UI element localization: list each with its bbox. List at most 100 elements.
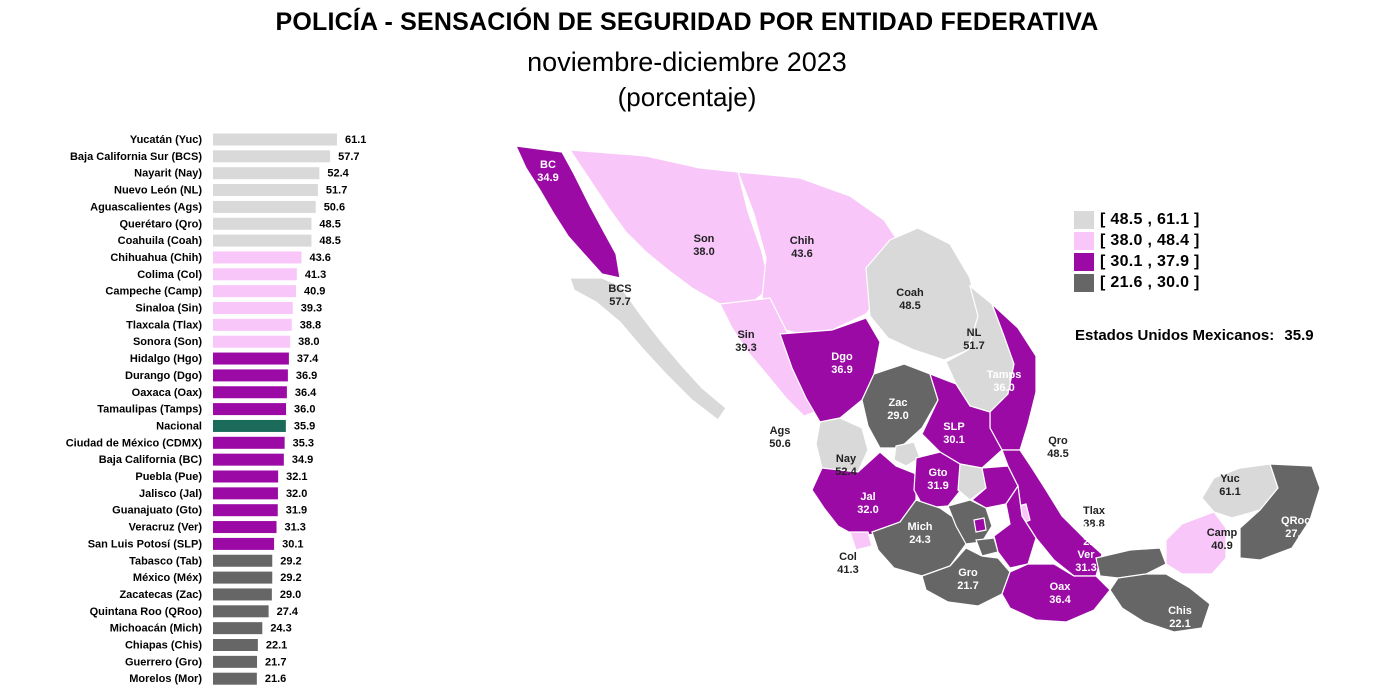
chart-subtitle: noviembre-diciembre 2023 (527, 47, 847, 77)
bar-value-label: 48.5 (319, 235, 340, 247)
bar-category-label: Durango (Dgo) (125, 370, 202, 382)
bar-value-label: 21.7 (265, 656, 286, 668)
map-state-value: 61.1 (1219, 486, 1240, 498)
bar-category-label: Guanajuato (Gto) (112, 505, 202, 517)
bar (213, 217, 312, 230)
mexico-map: BC34.9Son38.0Chih43.6BCS57.7Coah48.5Sin3… (515, 145, 1321, 664)
bar-category-label: Puebla (Pue) (135, 471, 202, 483)
map-state-value: 37.4 (1075, 484, 1097, 496)
map-state-value: 24.3 (909, 534, 930, 546)
map-region-chih (737, 171, 901, 335)
legend-item: [ 48.5 , 61.1 ] (1074, 209, 1200, 230)
bar (213, 571, 273, 584)
map-state-abbr: Tlax (1083, 505, 1106, 517)
bar (213, 251, 302, 264)
bar-value-label: 31.9 (286, 505, 307, 517)
bar-value-label: 36.9 (296, 370, 317, 382)
map-state-abbr: Sin (737, 329, 754, 341)
bar-value-label: 29.2 (280, 555, 301, 567)
map-state-value: 31.3 (1075, 562, 1096, 574)
bar (213, 285, 297, 298)
bar (213, 184, 318, 197)
map-state-abbr: NL (967, 327, 982, 339)
bar-category-label: Quintana Roo (QRoo) (90, 606, 203, 618)
map-region-mex (947, 499, 993, 545)
map-state-value: 21.7 (957, 580, 978, 592)
map-labels: BC34.9Son38.0Chih43.6BCS57.7Coah48.5Sin3… (537, 159, 1311, 664)
map-state-abbr: Mich (907, 521, 932, 533)
map-state-value: 52.4 (835, 466, 857, 478)
map-region-col (849, 531, 873, 551)
bar-category-label: Baja California Sur (BCS) (70, 151, 202, 163)
bar-value-label: 36.0 (294, 404, 315, 416)
legend-item: [ 30.1 , 37.9 ] (1074, 251, 1200, 272)
bar-category-label: Nuevo León (NL) (114, 185, 202, 197)
bar (213, 436, 285, 449)
map-region-camp (1165, 511, 1227, 575)
legend-label: [ 48.5 , 61.1 ] (1100, 210, 1200, 228)
map-state-value: 40.9 (1211, 540, 1232, 552)
map-state-value: 36.0 (993, 382, 1014, 394)
bar-category-label: Zacatecas (Zac) (119, 589, 202, 601)
bar-category-label: Nacional (156, 420, 202, 432)
map-region-chis (1109, 573, 1211, 633)
bar-value-label: 24.3 (270, 623, 291, 635)
map-state-abbr: Hgo (1075, 471, 1097, 483)
bar-value-label: 57.7 (338, 151, 359, 163)
bar (213, 655, 258, 668)
bar (213, 200, 316, 213)
bar (213, 487, 278, 500)
bar-value-label: 43.6 (309, 252, 330, 264)
bar-category-label: Baja California (BC) (99, 454, 203, 466)
map-state-abbr: Gro (958, 567, 978, 579)
map-state-abbr: Ver (1077, 549, 1095, 561)
map-state-abbr: SLP (943, 421, 964, 433)
bar (213, 588, 272, 601)
map-region-tab (1095, 547, 1167, 579)
bar-value-label: 37.4 (297, 353, 319, 365)
bar-value-label: 39.3 (301, 303, 322, 315)
legend-swatch (1074, 231, 1094, 250)
bar-value-label: 41.3 (305, 269, 326, 281)
bar-category-label: Jalisco (Jal) (139, 488, 202, 500)
map-region-oax (1001, 563, 1111, 623)
bar-value-label: 35.3 (293, 437, 314, 449)
map-state-abbr: Gto (929, 467, 948, 479)
map-state-value: 21.6 (1083, 536, 1104, 548)
map-region-qro (957, 463, 987, 501)
bar (213, 554, 273, 567)
map-state-abbr: Qro (1048, 435, 1068, 447)
bar (213, 622, 263, 635)
bar-category-label: Hidalgo (Hgo) (130, 353, 202, 365)
bar-category-label: Coahuila (Coah) (118, 235, 203, 247)
bar-value-label: 38.0 (298, 336, 319, 348)
legend-swatch (1074, 210, 1094, 229)
chart-title: POLICÍA - SENSACIÓN DE SEGURIDAD POR ENT… (275, 8, 1099, 36)
legend-label: [ 30.1 , 37.9 ] (1100, 252, 1200, 270)
bar-category-label: San Luis Potosí (SLP) (88, 538, 203, 550)
bar-category-label: Veracruz (Ver) (129, 522, 203, 534)
map-region-zac (861, 363, 939, 449)
map-state-abbr: Tamps (987, 369, 1022, 381)
bar (213, 504, 278, 517)
bar-category-label: Chiapas (Chis) (125, 640, 202, 652)
map-state-value: 39.3 (735, 342, 756, 354)
map-state-abbr: Méx (907, 595, 929, 607)
bar-value-label: 32.0 (286, 488, 307, 500)
bar-category-label: Tlaxcala (Tlax) (126, 319, 202, 331)
map-state-abbr: Tab (1147, 523, 1166, 535)
bar (213, 167, 320, 180)
map-state-value: 51.7 (963, 340, 984, 352)
map-state-abbr: BC (540, 159, 556, 171)
bar (213, 335, 291, 348)
bar (213, 453, 284, 466)
map-region-bc (515, 145, 621, 279)
bar (213, 386, 287, 399)
national-label: Estados Unidos Mexicanos: (1075, 327, 1275, 344)
map-state-abbr: Pue (1026, 639, 1046, 651)
bar-value-label: 48.5 (319, 218, 340, 230)
map-region-sin (719, 297, 821, 417)
map-region-ags (893, 441, 921, 467)
bar (213, 318, 292, 331)
bar-category-label: Tabasco (Tab) (129, 555, 202, 567)
